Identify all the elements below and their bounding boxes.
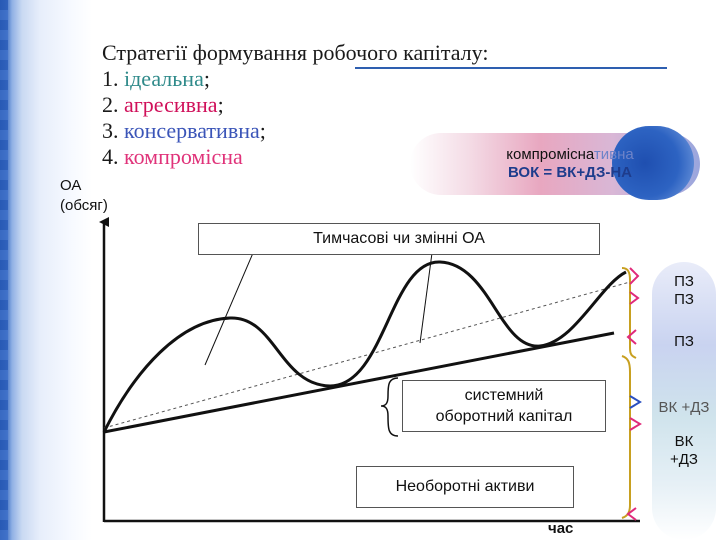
systemic-capital-line [103, 331, 615, 434]
bracket-temporary [621, 267, 637, 359]
strategy-number-1: 1. [102, 66, 124, 91]
financing-vk: ВК [674, 433, 694, 450]
bracket-tick-3 [626, 329, 637, 345]
sidebar-stripe [0, 0, 8, 540]
systemic-brace [380, 377, 399, 437]
strategy-end-2: ; [217, 92, 224, 117]
financing-label-bottom: ВК +ДЗ [652, 433, 716, 469]
systemic-label-1: системний [464, 387, 544, 404]
bracket-tick-2 [629, 291, 640, 305]
strategy-item-1: 1. ідеальна; [102, 66, 488, 92]
y-axis-label: ОА (обсяг) [60, 176, 108, 216]
slide-title: Стратегії формування робочого капіталу: [102, 40, 489, 65]
fixed-assets-box: Необоротні активи [356, 466, 574, 508]
pointer-line-2 [419, 252, 433, 344]
strategy-item-3: 3. консервативна; [102, 118, 488, 144]
title-block: Стратегії формування робочого капіталу: … [102, 40, 488, 170]
bracket-tick-5 [629, 417, 642, 431]
financing-ghost-label: ВК +ДЗ [658, 399, 710, 416]
strategy-item-4: 4. компромісна [102, 144, 488, 170]
strategy-name-aggressive: агресивна [124, 92, 218, 117]
strategy-item-2: 2. агресивна; [102, 92, 488, 118]
financing-label-top: ПЗ ПЗ [652, 273, 716, 309]
callout-blue-blob [612, 126, 694, 200]
strategy-number-3: 3. [102, 118, 124, 143]
callout-strategy: компромісна [506, 146, 594, 163]
title-underline [355, 67, 667, 69]
x-axis-label: час [548, 520, 574, 537]
strategy-name-compromise: компромісна [124, 144, 243, 169]
financing-column [652, 262, 716, 540]
bracket-tick-4 [629, 395, 642, 409]
callout-strategy-line: компроміснативна [470, 146, 670, 164]
dashed-trend-line [103, 281, 631, 429]
strategy-callout: компроміснативна ВОК = ВК+ДЗ-НА [470, 146, 670, 182]
pointer-line-1 [204, 252, 254, 366]
bracket-tick-6 [626, 507, 637, 521]
callout-formula: ВОК = ВК+ДЗ-НА [507, 164, 633, 181]
financing-dz: +ДЗ [670, 451, 698, 468]
y-axis-label-volume: (обсяг) [60, 197, 108, 214]
strategy-number-4: 4. [102, 144, 124, 169]
bracket-permanent [621, 355, 631, 519]
bracket-tick-1 [629, 267, 640, 285]
current-assets-wave [102, 260, 627, 433]
temporary-assets-box: Тимчасові чи змінні ОА [198, 223, 600, 255]
financing-pz-1: ПЗ [674, 273, 694, 290]
strategy-end-1: ; [203, 66, 210, 91]
strategy-name-ideal: ідеальна [124, 66, 204, 91]
financing-pz-2: ПЗ [674, 291, 694, 308]
sidebar-decoration [0, 0, 92, 540]
strategy-end-3: ; [259, 118, 266, 143]
systemic-capital-box: системний оборотний капітал [402, 380, 606, 432]
financing-pz-3: ПЗ [674, 333, 694, 350]
callout-faded-suffix: тивна [593, 146, 634, 163]
strategy-number-2: 2. [102, 92, 124, 117]
y-axis-label-oa: ОА [60, 177, 82, 194]
systemic-label-2: оборотний капітал [435, 408, 573, 425]
strategy-name-conservative: консервативна [124, 118, 260, 143]
